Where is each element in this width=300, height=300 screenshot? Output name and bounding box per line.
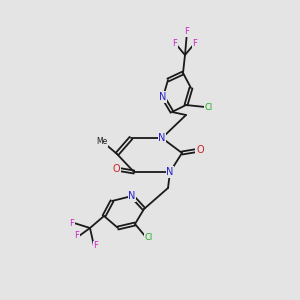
Text: N: N: [158, 133, 166, 143]
Text: Me: Me: [96, 137, 108, 146]
Text: F: F: [75, 232, 80, 241]
Text: Cl: Cl: [205, 103, 213, 112]
Text: Cl: Cl: [145, 232, 153, 242]
Text: F: F: [70, 218, 74, 227]
Text: N: N: [166, 167, 174, 177]
Text: F: F: [184, 28, 189, 37]
Text: O: O: [196, 145, 204, 155]
Text: F: F: [193, 38, 197, 47]
Text: N: N: [128, 191, 136, 201]
Text: N: N: [159, 92, 167, 102]
Text: O: O: [112, 164, 120, 174]
Text: F: F: [94, 242, 98, 250]
Text: F: F: [172, 38, 177, 47]
